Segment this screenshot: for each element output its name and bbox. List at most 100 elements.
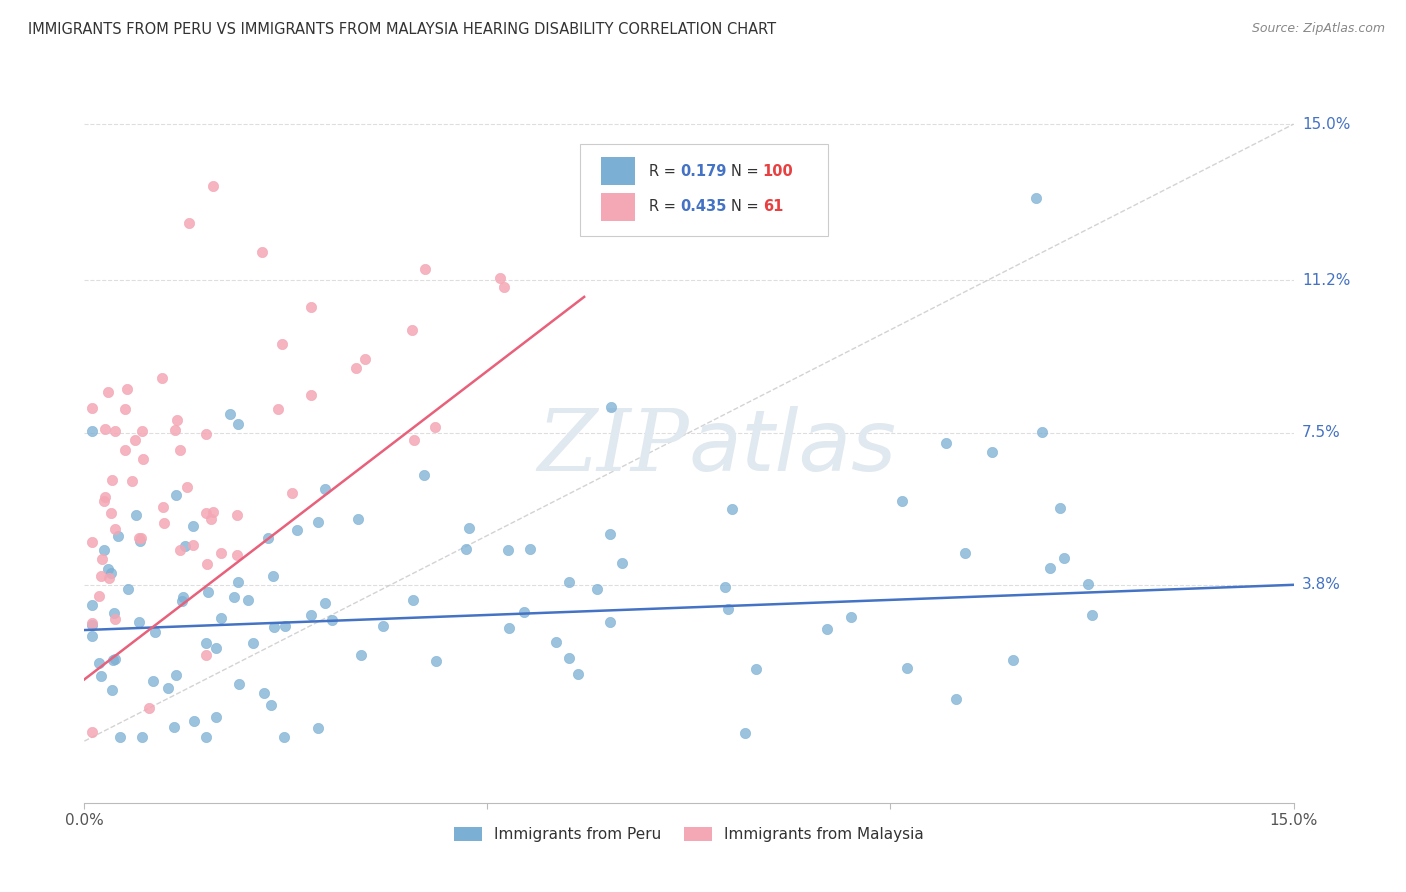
Point	[321, 613, 343, 627]
Point	[262, 568, 284, 582]
Point	[162, 720, 184, 734]
Point	[717, 602, 740, 616]
Point	[179, 216, 201, 230]
Point	[153, 516, 176, 530]
Point	[100, 566, 122, 581]
Point	[721, 501, 744, 516]
Point	[107, 529, 129, 543]
Point	[97, 384, 120, 399]
Point	[82, 401, 104, 416]
Point	[955, 546, 977, 560]
Point	[253, 686, 276, 700]
Text: 100: 100	[762, 164, 793, 178]
Point	[97, 562, 120, 576]
Point	[238, 592, 260, 607]
Point	[260, 698, 283, 712]
Text: 61: 61	[762, 199, 783, 214]
Point	[558, 574, 581, 589]
Point	[132, 452, 155, 467]
Point	[281, 485, 304, 500]
Text: ZIP: ZIP	[537, 406, 689, 489]
Text: R =: R =	[650, 199, 681, 214]
Point	[349, 648, 371, 662]
Bar	[600, 193, 634, 221]
Point	[197, 557, 219, 571]
Point	[1039, 561, 1062, 575]
Point	[142, 673, 165, 688]
Point	[599, 615, 621, 629]
Point	[197, 585, 219, 599]
Point	[1081, 607, 1104, 622]
Point	[172, 590, 194, 604]
Point	[228, 677, 250, 691]
Point	[519, 541, 541, 556]
Point	[896, 661, 918, 675]
Point	[169, 442, 191, 457]
Point	[714, 580, 737, 594]
Point	[299, 608, 322, 623]
Point	[600, 401, 623, 415]
Point	[110, 730, 132, 744]
Point	[194, 427, 217, 442]
Point	[100, 506, 122, 520]
Point	[256, 531, 278, 545]
Text: Source: ZipAtlas.com: Source: ZipAtlas.com	[1251, 22, 1385, 36]
Point	[82, 629, 104, 643]
Point	[94, 422, 117, 436]
Point	[226, 548, 249, 562]
Point	[839, 610, 862, 624]
Point	[498, 621, 520, 635]
Text: 0.435: 0.435	[681, 199, 727, 214]
Point	[194, 648, 217, 662]
Point	[101, 473, 124, 487]
Text: N =: N =	[731, 199, 763, 214]
Point	[82, 617, 104, 632]
Point	[90, 668, 112, 682]
Text: IMMIGRANTS FROM PERU VS IMMIGRANTS FROM MALAYSIA HEARING DISABILITY CORRELATION : IMMIGRANTS FROM PERU VS IMMIGRANTS FROM …	[28, 22, 776, 37]
Point	[104, 522, 127, 536]
Point	[1049, 500, 1071, 515]
Point	[131, 730, 153, 744]
Point	[425, 654, 447, 668]
Point	[299, 388, 322, 402]
Point	[271, 337, 294, 351]
Point	[567, 667, 589, 681]
Point	[174, 539, 197, 553]
Point	[97, 571, 120, 585]
Point	[1077, 577, 1099, 591]
Point	[166, 413, 188, 427]
Point	[124, 433, 146, 447]
Point	[1002, 653, 1025, 667]
Point	[100, 683, 122, 698]
Point	[183, 538, 205, 552]
Point	[202, 505, 225, 519]
Point	[195, 636, 218, 650]
Point	[263, 620, 285, 634]
Point	[183, 714, 205, 729]
Point	[371, 618, 394, 632]
Point	[163, 423, 186, 437]
Point	[195, 730, 218, 744]
Point	[458, 521, 481, 535]
Point	[152, 500, 174, 514]
Point	[314, 483, 336, 497]
Point	[488, 271, 510, 285]
Point	[273, 730, 295, 744]
Point	[815, 622, 838, 636]
Point	[165, 668, 187, 682]
Point	[181, 519, 204, 533]
Point	[209, 610, 232, 624]
Point	[121, 474, 143, 488]
Text: 11.2%: 11.2%	[1302, 273, 1350, 288]
Point	[82, 598, 104, 612]
Point	[1031, 425, 1053, 439]
Point	[82, 424, 104, 438]
Point	[87, 656, 110, 670]
Point	[104, 612, 127, 626]
Point	[205, 641, 228, 656]
Point	[176, 480, 198, 494]
Point	[496, 543, 519, 558]
Point	[204, 710, 226, 724]
Text: 7.5%: 7.5%	[1302, 425, 1340, 440]
Point	[131, 425, 153, 439]
